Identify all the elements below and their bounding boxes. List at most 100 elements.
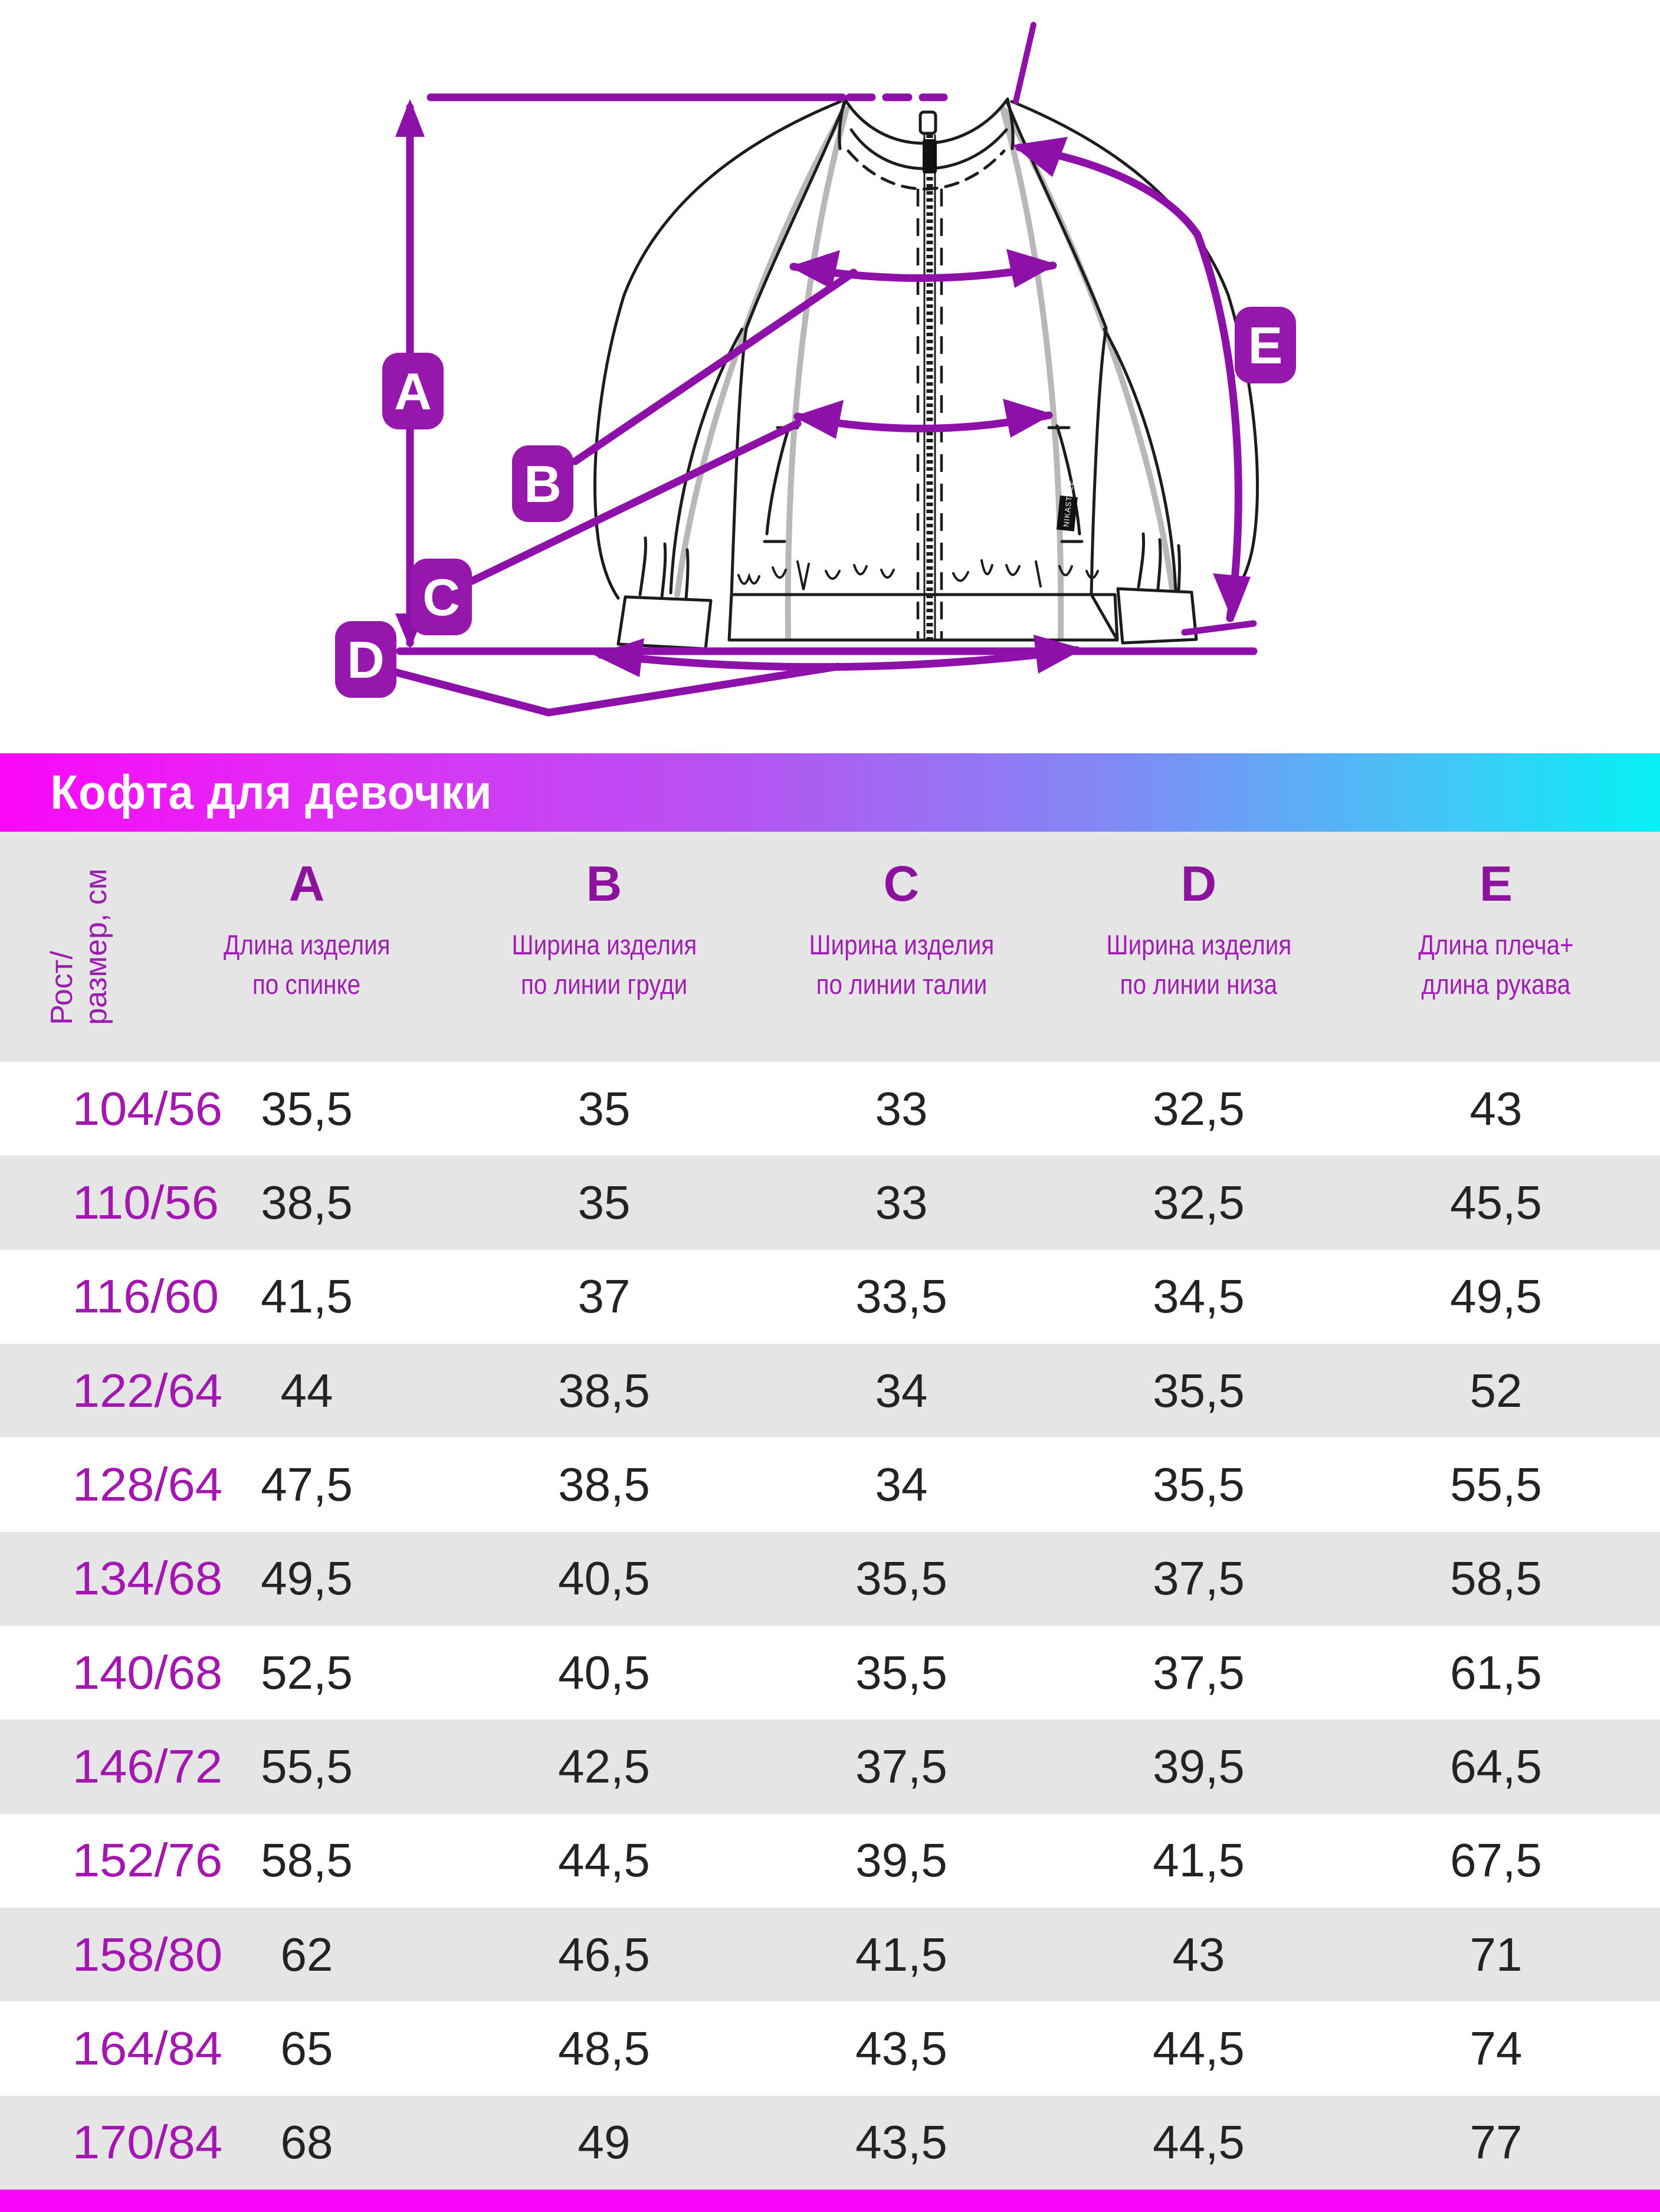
value-cell: 49 (578, 2116, 631, 2169)
column-header-A: A Длина изделия по спинке (158, 832, 455, 1062)
value-cell: 47,5 (261, 1458, 353, 1511)
value-cell: 35,5 (855, 1552, 947, 1605)
table-row: 170/84 68 49 43,5 44,5 77 (0, 2095, 1660, 2190)
pointer-line-C (468, 419, 802, 585)
column-desc-line1: Ширина изделия (1106, 929, 1291, 960)
value-cell: 46,5 (558, 1928, 650, 1981)
value-cell: 41,5 (855, 1928, 947, 1981)
column-desc-line1: Ширина изделия (809, 929, 994, 960)
column-letter: A (288, 856, 325, 911)
column-letter: D (1180, 856, 1217, 911)
size-label: 140/68 (72, 1646, 223, 1699)
value-cell: 35,5 (855, 1646, 947, 1699)
value-cell: 42,5 (558, 1740, 650, 1793)
column-header-D: D Ширина изделия по линии низа (1050, 832, 1347, 1062)
table-row: 146/72 55,5 42,5 37,5 39,5 64,5 (0, 1719, 1660, 1814)
value-cell: 32,5 (1153, 1176, 1245, 1229)
measure-badges: A B C D E (335, 307, 1296, 698)
size-label: 164/84 (72, 2021, 223, 2075)
table-row: 116/60 41,5 37 33,5 34,5 49,5 (0, 1250, 1660, 1344)
value-cell: 34 (875, 1364, 928, 1417)
badge-C-letter: C (422, 568, 460, 626)
value-cell: 77 (1469, 2116, 1523, 2169)
column-letter: C (883, 856, 920, 911)
value-cell: 65 (280, 2021, 333, 2075)
size-label: 128/64 (72, 1458, 223, 1511)
arrow-bottom-right (1034, 635, 1084, 674)
garment-diagram: NIKASTYLE (0, 0, 1660, 753)
value-cell: 35 (578, 1082, 631, 1135)
value-cell: 61,5 (1450, 1646, 1542, 1699)
brand-tag: NIKASTYLE (1056, 479, 1078, 531)
badge-B-letter: B (524, 455, 562, 513)
measure-tick-E-bottom (1181, 620, 1257, 636)
zipper (916, 110, 943, 640)
value-cell: 35,5 (1153, 1458, 1245, 1511)
value-cell: 48,5 (558, 2021, 650, 2075)
table-row: 140/68 52,5 40,5 35,5 37,5 61,5 (0, 1626, 1660, 1719)
value-cell: 37,5 (1153, 1646, 1245, 1699)
value-cell: 43,5 (855, 2116, 947, 2169)
badge-E (1235, 307, 1296, 383)
arrow-chest-left (789, 250, 840, 289)
column-letter: E (1479, 856, 1513, 911)
value-cell: 32,5 (1153, 1082, 1245, 1135)
value-cell: 35,5 (261, 1082, 353, 1135)
value-cell: 44,5 (1153, 2116, 1245, 2169)
arrow-bottom-left (593, 638, 644, 677)
table-row: 134/68 49,5 40,5 35,5 37,5 58,5 (0, 1531, 1660, 1626)
value-cell: 58,5 (1450, 1552, 1542, 1605)
table-row: 128/64 47,5 38,5 34 35,5 55,5 (0, 1438, 1660, 1531)
value-cell: 62 (280, 1928, 333, 1981)
page-title: Кофта для девочки (50, 765, 493, 819)
arrow-waist-right (1003, 399, 1053, 438)
arrow-E-bottom (1213, 573, 1251, 622)
guide-line-shoulder (1013, 22, 1036, 104)
column-desc-line1: Длина изделия (223, 929, 391, 960)
column-header-C: C Ширина изделия по линии талии (753, 832, 1050, 1062)
size-label: 146/72 (72, 1740, 223, 1793)
size-label: 158/80 (72, 1928, 223, 1981)
bottom-accent-bar (0, 2190, 1660, 2212)
value-cell: 35,5 (1153, 1364, 1245, 1417)
size-label: 152/76 (72, 1834, 223, 1887)
column-letter: B (586, 856, 622, 911)
row-header-cell: Рост/ размер, см (0, 832, 158, 1062)
size-label: 170/84 (72, 2116, 223, 2169)
column-header-B: B Ширина изделия по линии груди (455, 832, 753, 1062)
table-header: Рост/ размер, см A Длина изделия по спинке… (0, 832, 1660, 1062)
hem-gather-marks (737, 559, 1099, 590)
value-cell: 40,5 (558, 1552, 650, 1605)
table-row: 110/56 38,5 35 33 32,5 45,5 (0, 1156, 1660, 1250)
jacket-outline (593, 97, 1259, 651)
value-cell: 55,5 (1450, 1458, 1542, 1511)
value-cell: 43,5 (855, 2021, 947, 2075)
value-cell: 43 (1172, 1928, 1225, 1981)
zipper-top-stop (918, 110, 937, 135)
column-desc-line1: Длина плеча+ (1418, 929, 1574, 960)
value-cell: 34,5 (1153, 1270, 1245, 1323)
size-label: 134/68 (72, 1552, 223, 1605)
badge-A-letter: A (394, 362, 432, 421)
size-label: 122/64 (72, 1364, 223, 1417)
table-row: 152/76 58,5 44,5 39,5 41,5 67,5 (0, 1814, 1660, 1908)
value-cell: 39,5 (1153, 1740, 1245, 1793)
arrowheads (395, 99, 1251, 677)
value-cell: 38,5 (261, 1176, 353, 1229)
value-cell: 41,5 (1153, 1834, 1245, 1887)
value-cell: 37,5 (1153, 1552, 1245, 1605)
value-cell: 41,5 (261, 1270, 353, 1323)
value-cell: 67,5 (1450, 1834, 1542, 1887)
badge-E-letter: E (1248, 316, 1283, 375)
value-cell: 34 (875, 1458, 928, 1511)
badge-B (512, 445, 573, 522)
measure-arc-E-sleeve (1015, 143, 1242, 622)
title-bar: Кофта для девочки (0, 753, 1660, 832)
value-cell: 37,5 (855, 1740, 947, 1793)
value-cell: 44 (280, 1364, 333, 1417)
pointer-line-B (571, 268, 858, 465)
value-cell: 37 (578, 1270, 631, 1323)
column-desc-line1: Ширина изделия (511, 929, 697, 960)
pointer-line-D (392, 662, 842, 717)
